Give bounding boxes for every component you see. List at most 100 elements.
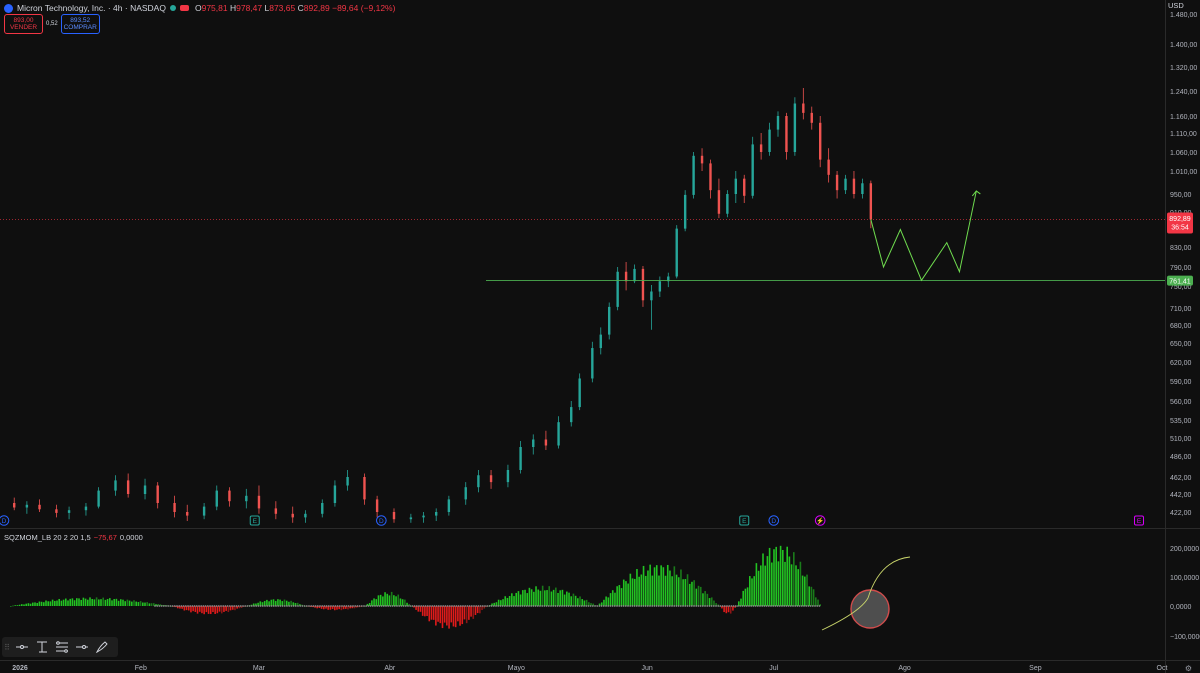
histogram-bar (351, 606, 354, 609)
histogram-bar (570, 596, 573, 606)
histogram-bar (51, 599, 54, 606)
zero-line-dot (774, 605, 777, 607)
event-marker-dividend[interactable]: D (768, 515, 780, 526)
histogram-bar (704, 591, 706, 606)
histogram-bar (450, 606, 453, 623)
zero-line-dot (391, 605, 394, 607)
sell-button[interactable]: 893,00 VENDER (4, 14, 43, 34)
zero-line-dot (448, 605, 451, 607)
histogram-bar (581, 599, 584, 606)
candle-body (633, 268, 636, 282)
symbol-title[interactable]: Micron Technology, Inc. · 4h · NASDAQ (17, 3, 166, 13)
settings-gear-icon[interactable]: ⚙ (1184, 664, 1192, 673)
histogram-bar (806, 574, 808, 606)
histogram-bar (399, 598, 402, 606)
event-marker-earnings[interactable]: E (739, 515, 750, 526)
zero-line-dot (569, 605, 572, 607)
zero-line-dot (704, 605, 706, 607)
histogram-bar (58, 598, 60, 606)
ray-tool-icon[interactable] (72, 639, 92, 655)
zero-line-dot (343, 605, 346, 607)
histogram-bar (616, 586, 618, 606)
zero-line-dot (686, 605, 689, 607)
histogram-bar (252, 603, 255, 606)
histogram-bar (183, 606, 186, 611)
histogram-bar (426, 606, 428, 617)
zero-line-dot (715, 605, 717, 607)
histogram-bar (419, 606, 422, 612)
histogram-bar (71, 598, 74, 606)
zero-line-dot (176, 605, 178, 607)
indicator-name[interactable]: SQZMOM_LB 20 2 20 1,5 (4, 533, 91, 542)
histogram-bar (583, 600, 586, 606)
histogram-bar (218, 606, 221, 612)
zero-line-dot (761, 605, 764, 607)
earnings-icon (1134, 515, 1144, 526)
zero-line-dot (209, 605, 211, 607)
histogram-bar (757, 570, 760, 606)
histogram-bar (133, 600, 135, 606)
histogram-bar (793, 552, 795, 606)
zero-line-dot (224, 605, 227, 607)
histogram-bar (225, 606, 227, 611)
zero-line-dot (222, 605, 225, 607)
market-status-icon[interactable] (169, 5, 176, 11)
histogram-bar (192, 606, 194, 612)
candle-body (599, 334, 602, 349)
line-tool-icon[interactable] (12, 639, 32, 655)
sell-price: 893,00 (13, 16, 34, 24)
zero-line-dot (189, 605, 192, 607)
drag-handle-icon[interactable]: ⠿ (4, 642, 10, 652)
zero-line-dot (730, 605, 733, 607)
zero-line-dot (506, 605, 508, 607)
zero-line-dot (701, 605, 704, 607)
currency-selector[interactable]: USD (1168, 1, 1184, 10)
zero-line-dot (798, 605, 801, 607)
zero-line-dot (602, 605, 605, 607)
zero-line-dot (431, 605, 434, 607)
event-marker-dividend[interactable]: D (0, 515, 10, 526)
trade-panel: 893,00 VENDER 0,52 893,52 COMPRAR (4, 14, 100, 34)
oscillator-projection-curve (821, 556, 911, 631)
histogram-bar (644, 575, 647, 606)
histogram-bar (292, 602, 295, 606)
histogram-bar (526, 593, 529, 606)
histogram-bar (727, 606, 730, 613)
histogram-bar (771, 562, 773, 606)
histogram-bar (100, 599, 102, 606)
histogram-bar (713, 600, 715, 606)
zero-line-dot (748, 605, 750, 607)
zero-line-dot (666, 605, 669, 607)
measure-tool-icon[interactable] (32, 639, 52, 655)
histogram-bar (598, 603, 601, 606)
histogram-bar (80, 599, 82, 606)
histogram-bar (812, 589, 815, 606)
candle-body (557, 422, 560, 446)
zero-line-dot (415, 605, 418, 607)
zero-line-dot (398, 605, 401, 607)
histogram-bar (682, 579, 684, 606)
event-marker-earnings[interactable]: E (249, 515, 260, 526)
histogram-bar (205, 606, 208, 613)
zero-line-dot (286, 605, 288, 607)
event-marker-earnings[interactable]: E (1134, 515, 1144, 526)
zero-line-dot (613, 605, 616, 607)
histogram-bar (146, 602, 148, 606)
histogram-bar (322, 606, 325, 610)
histogram-bar (126, 599, 129, 606)
fib-tool-icon[interactable] (52, 639, 72, 655)
highlight-circle (850, 589, 890, 629)
brush-tool-icon[interactable] (92, 639, 112, 655)
histogram-bar (751, 578, 753, 606)
histogram-bar (609, 593, 612, 606)
histogram-bar (631, 578, 634, 606)
level-price-tag: 761,41 (1167, 275, 1193, 286)
candle-body (55, 509, 58, 513)
histogram-bar (122, 599, 124, 606)
buy-button[interactable]: 893,52 COMPRAR (60, 14, 100, 34)
event-marker-split[interactable]: ⚡ (814, 515, 826, 526)
histogram-bar (67, 600, 69, 606)
flag-icon[interactable] (179, 5, 189, 11)
event-marker-dividend[interactable]: D (376, 515, 387, 526)
